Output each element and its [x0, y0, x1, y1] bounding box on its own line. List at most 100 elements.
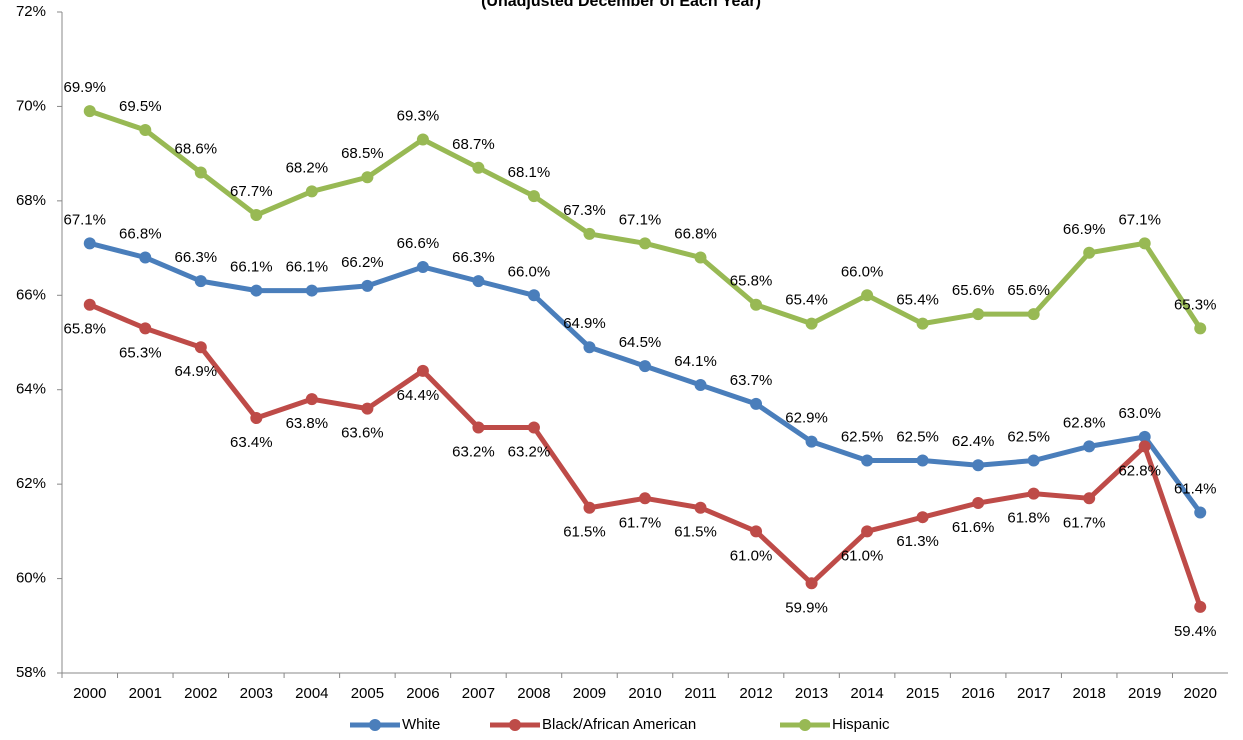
- point: [805, 435, 818, 448]
- data-label: 62.5%: [841, 429, 884, 446]
- point: [972, 308, 985, 321]
- point: [861, 525, 874, 538]
- legend-marker: [799, 719, 811, 731]
- point: [694, 251, 707, 264]
- point: [1138, 237, 1151, 250]
- point: [305, 284, 318, 297]
- x-tick-label: 2004: [295, 685, 328, 702]
- point: [916, 511, 929, 524]
- x-tick-label: 2018: [1073, 685, 1106, 702]
- data-label: 66.3%: [175, 249, 218, 266]
- data-label: 62.5%: [1007, 429, 1050, 446]
- data-label: 63.6%: [341, 425, 384, 442]
- data-label: 63.8%: [286, 415, 329, 432]
- point: [583, 341, 596, 354]
- point: [1083, 492, 1096, 505]
- data-label: 69.9%: [63, 79, 106, 96]
- data-label: 64.9%: [563, 315, 606, 332]
- point: [916, 454, 929, 467]
- data-label: 65.6%: [1007, 282, 1050, 299]
- y-tick-label: 58%: [16, 664, 46, 681]
- y-tick-label: 68%: [16, 192, 46, 209]
- legend-marker: [509, 719, 521, 731]
- point: [250, 284, 263, 297]
- data-label: 62.8%: [1118, 462, 1161, 479]
- data-label: 68.1%: [508, 164, 551, 181]
- data-label: 59.9%: [785, 599, 828, 616]
- data-label: 61.3%: [896, 533, 939, 550]
- legend-label: Hispanic: [832, 716, 890, 733]
- point: [472, 275, 485, 288]
- data-label: 61.0%: [841, 547, 884, 564]
- data-label: 67.3%: [563, 202, 606, 219]
- point: [1138, 430, 1151, 443]
- data-label: 66.3%: [452, 249, 495, 266]
- point: [694, 501, 707, 514]
- data-label: 61.0%: [730, 547, 773, 564]
- x-tick-label: 2001: [129, 685, 162, 702]
- chart-title: (Unadjusted December of Each Year): [481, 0, 761, 10]
- point: [416, 364, 429, 377]
- data-label: 66.2%: [341, 254, 384, 271]
- data-label: 65.4%: [896, 292, 939, 309]
- y-tick-label: 70%: [16, 97, 46, 114]
- x-tick-label: 2017: [1017, 685, 1050, 702]
- x-tick-label: 2002: [184, 685, 217, 702]
- data-label: 66.1%: [230, 259, 273, 276]
- point: [639, 492, 651, 505]
- point: [1194, 322, 1207, 335]
- point: [750, 525, 763, 538]
- point: [750, 397, 763, 410]
- point: [916, 317, 929, 330]
- point: [1194, 506, 1207, 519]
- data-label: 63.4%: [230, 434, 273, 451]
- data-label: 65.8%: [730, 273, 773, 290]
- point: [583, 227, 596, 240]
- point: [472, 161, 485, 174]
- point: [694, 378, 707, 391]
- point: [472, 421, 485, 434]
- point: [1083, 246, 1096, 259]
- data-label: 61.5%: [674, 524, 717, 541]
- point: [639, 360, 651, 373]
- data-label: 62.8%: [1063, 414, 1106, 431]
- y-tick-label: 62%: [16, 475, 46, 492]
- data-label: 62.4%: [952, 433, 995, 450]
- point: [1027, 454, 1040, 467]
- data-label: 64.9%: [175, 363, 218, 380]
- data-label: 65.3%: [119, 344, 162, 361]
- data-label: 64.1%: [674, 353, 717, 370]
- data-label: 63.7%: [730, 372, 773, 389]
- data-label: 61.7%: [1063, 514, 1106, 531]
- point: [805, 317, 818, 330]
- x-tick-label: 2016: [961, 685, 994, 702]
- point: [527, 289, 540, 302]
- x-tick-label: 2005: [351, 685, 384, 702]
- point: [1138, 440, 1151, 453]
- point: [972, 497, 985, 510]
- data-label: 68.7%: [452, 136, 495, 153]
- data-label: 63.2%: [508, 443, 551, 460]
- data-label: 66.0%: [841, 263, 884, 280]
- point: [527, 421, 540, 434]
- data-label: 66.1%: [286, 259, 329, 276]
- y-tick-label: 64%: [16, 381, 46, 398]
- point: [305, 185, 318, 198]
- data-label: 66.0%: [508, 263, 551, 280]
- data-label: 66.6%: [397, 235, 440, 252]
- data-label: 66.8%: [674, 225, 717, 242]
- point: [972, 459, 985, 472]
- data-label: 69.5%: [119, 98, 162, 115]
- data-label: 64.5%: [619, 334, 662, 351]
- data-label: 66.8%: [119, 225, 162, 242]
- data-label: 67.1%: [619, 211, 662, 228]
- point: [1083, 440, 1096, 453]
- point: [1027, 487, 1040, 500]
- data-label: 59.4%: [1174, 623, 1217, 640]
- x-tick-label: 2009: [573, 685, 606, 702]
- x-tick-label: 2019: [1128, 685, 1161, 702]
- data-label: 63.2%: [452, 443, 495, 460]
- legend-label: White: [402, 716, 440, 733]
- legend-label: Black/African American: [542, 716, 696, 733]
- point: [1027, 308, 1040, 321]
